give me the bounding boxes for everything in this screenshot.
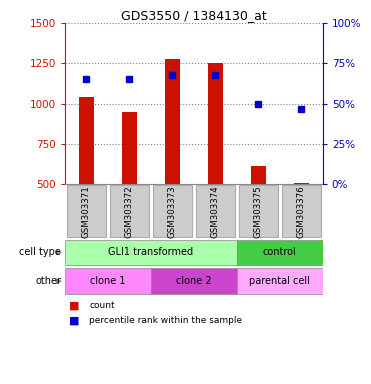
Bar [294,183,309,184]
Bar [65,240,237,265]
Text: clone 1: clone 1 [90,276,126,286]
Bar [282,185,321,237]
Title: GDS3550 / 1384130_at: GDS3550 / 1384130_at [121,9,267,22]
Bar [109,185,149,237]
Text: count: count [89,301,115,310]
Text: control: control [263,247,297,258]
Bar [67,185,106,237]
Text: GSM303375: GSM303375 [254,185,263,238]
Bar [165,58,180,184]
Text: cell type: cell type [19,247,61,258]
Text: ■: ■ [69,300,79,310]
Bar [122,112,137,184]
Bar [79,97,94,184]
Text: GSM303371: GSM303371 [82,185,91,238]
Text: clone 2: clone 2 [176,276,212,286]
Text: GSM303374: GSM303374 [211,185,220,238]
Text: parental cell: parental cell [249,276,310,286]
Text: percentile rank within the sample: percentile rank within the sample [89,316,242,325]
Bar [151,268,237,294]
Bar [239,185,278,237]
Bar [65,268,151,294]
Text: GSM303372: GSM303372 [125,185,134,238]
Bar [208,63,223,184]
Bar [237,268,323,294]
Bar [237,240,323,265]
Text: GSM303373: GSM303373 [168,185,177,238]
Bar [196,185,235,237]
Text: other: other [35,276,61,286]
Text: GLI1 transformed: GLI1 transformed [108,247,193,258]
Bar [152,185,192,237]
Text: ■: ■ [69,316,79,326]
Text: GSM303376: GSM303376 [297,185,306,238]
Bar [251,166,266,184]
